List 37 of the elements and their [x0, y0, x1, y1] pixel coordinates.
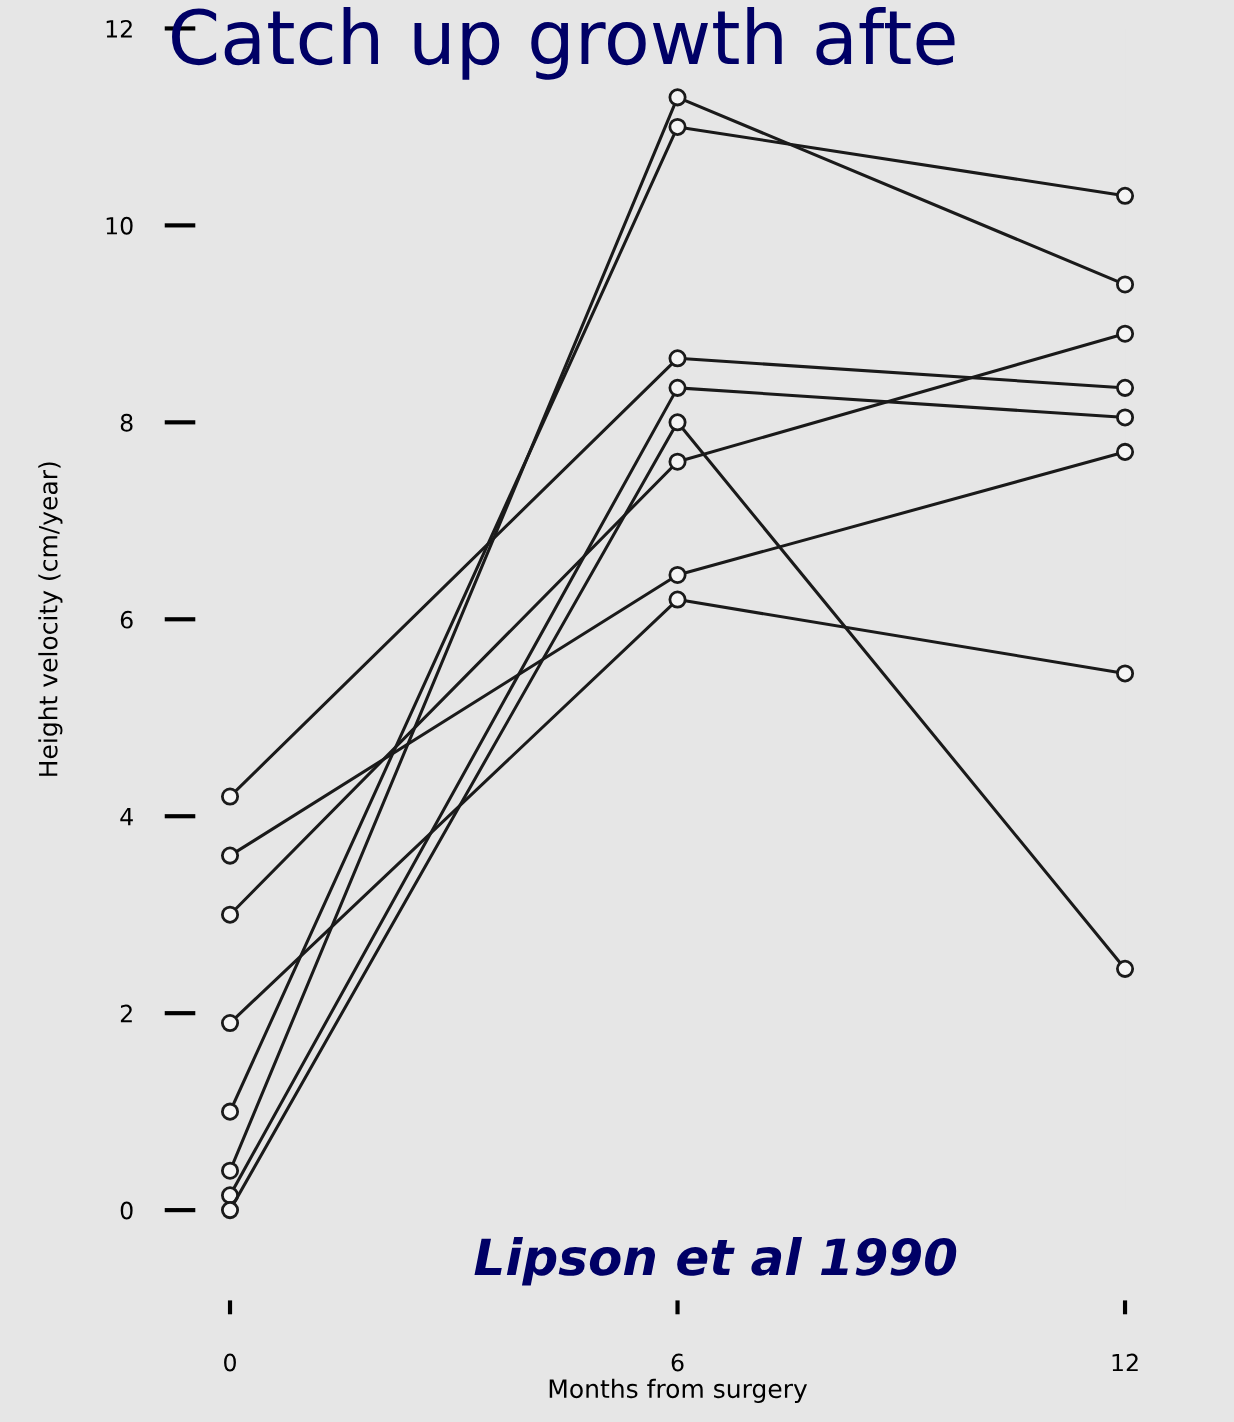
- point: [668, 88, 687, 107]
- x-tick-label: 6: [671, 1353, 684, 1372]
- x-tick-label: 0: [224, 1353, 236, 1372]
- y-tick-label: 4: [120, 807, 133, 826]
- point: [668, 349, 687, 368]
- point: [220, 1201, 240, 1220]
- point: [1116, 378, 1135, 397]
- point: [220, 1102, 240, 1121]
- point: [668, 413, 687, 432]
- point: [668, 590, 687, 609]
- chart-title: Catch up growth afte: [172, 7, 955, 80]
- point: [668, 378, 687, 397]
- point: [1116, 408, 1135, 427]
- y-tick-label: 2: [120, 1004, 132, 1023]
- point: [220, 1013, 240, 1033]
- y-axis-title: Height velocity (cm/year): [38, 462, 63, 776]
- text: Lipson et al 1990: [474, 1237, 957, 1286]
- point: [1116, 186, 1135, 205]
- x-axis-title: Months from surgery: [549, 1378, 808, 1403]
- point: [220, 787, 240, 806]
- point: [1116, 664, 1135, 683]
- y-tick-label: 10: [106, 216, 133, 235]
- x-tick-label: 12: [1112, 1353, 1138, 1372]
- point: [668, 565, 687, 584]
- point: [1116, 442, 1135, 461]
- point: [1116, 959, 1135, 978]
- point: [220, 905, 240, 924]
- point: [220, 1161, 240, 1180]
- y-tick-label: 6: [120, 610, 133, 629]
- point: [668, 452, 687, 471]
- point: [668, 117, 687, 136]
- y-tick-label: 0: [120, 1201, 133, 1220]
- point: [1116, 324, 1135, 343]
- point: [1116, 275, 1135, 294]
- y-tick-label: 8: [120, 413, 133, 432]
- y-tick-label: 12: [106, 19, 132, 38]
- point: [220, 846, 240, 865]
